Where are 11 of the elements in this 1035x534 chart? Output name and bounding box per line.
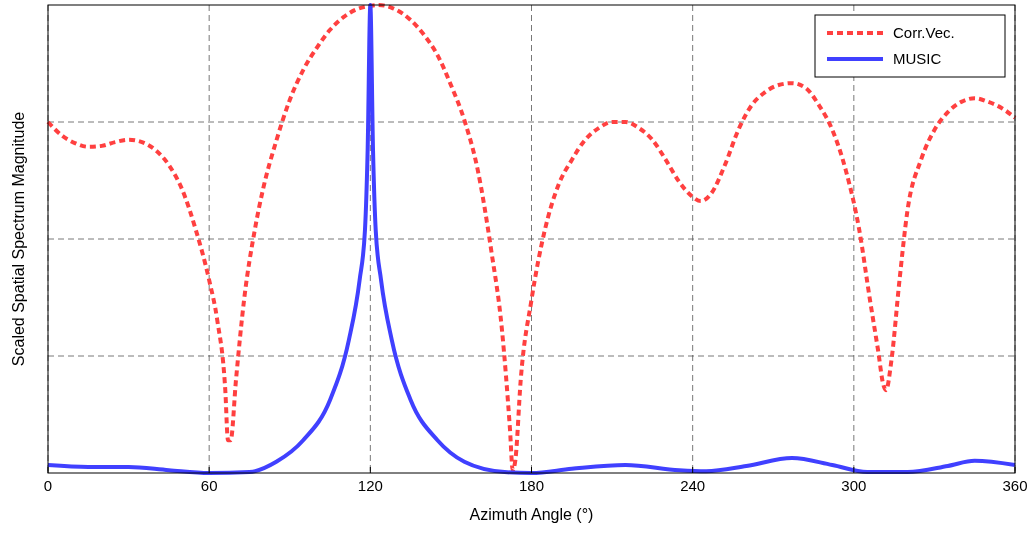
legend-label: MUSIC bbox=[893, 50, 942, 67]
x-tick-label: 60 bbox=[200, 477, 218, 494]
x-tick-label: 180 bbox=[518, 477, 545, 494]
x-tick-label: 240 bbox=[680, 477, 706, 494]
x-axis-title: Azimuth Angle (°) bbox=[469, 506, 594, 523]
x-tick-label: 0 bbox=[43, 477, 53, 494]
x-tick-label: 300 bbox=[841, 477, 867, 494]
legend-label: Corr.Vec. bbox=[893, 24, 955, 41]
x-tick-label: 120 bbox=[357, 477, 383, 494]
x-tick-label: 360 bbox=[1002, 477, 1028, 494]
y-axis-title: Scaled Spatial Spectrum Magnitude bbox=[10, 111, 27, 367]
